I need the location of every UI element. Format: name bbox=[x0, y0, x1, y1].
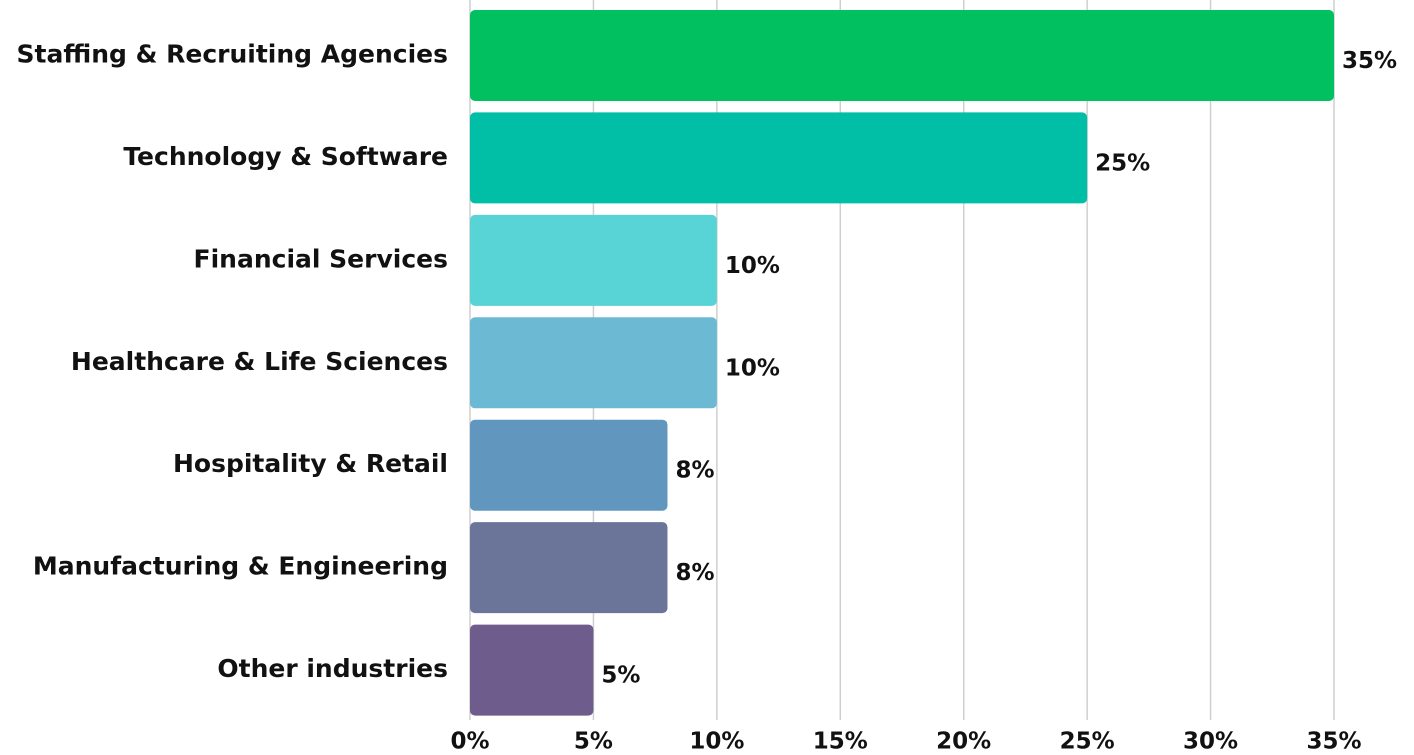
y-tick-label: Hospitality & Retail bbox=[173, 449, 448, 478]
bar bbox=[470, 112, 1088, 204]
x-tick-label: 5% bbox=[574, 729, 613, 755]
bar bbox=[470, 522, 668, 614]
x-tick-label: 20% bbox=[936, 729, 991, 755]
y-tick-label: Other industries bbox=[217, 654, 448, 683]
bar bbox=[470, 317, 717, 409]
bar bbox=[470, 419, 668, 511]
y-tick-label: Staffing & Recruiting Agencies bbox=[17, 40, 448, 69]
y-tick-label: Healthcare & Life Sciences bbox=[71, 347, 448, 376]
bar bbox=[470, 624, 594, 716]
x-tick-label: 15% bbox=[813, 729, 868, 755]
bar bbox=[470, 10, 1334, 101]
x-tick-label: 30% bbox=[1183, 729, 1238, 755]
value-label: 25% bbox=[1095, 150, 1150, 176]
x-tick-label: 35% bbox=[1306, 729, 1361, 755]
value-label: 5% bbox=[601, 663, 640, 689]
value-label: 10% bbox=[725, 355, 780, 381]
bar bbox=[470, 214, 717, 306]
value-label: 10% bbox=[725, 253, 780, 279]
x-tick-label: 25% bbox=[1060, 729, 1115, 755]
y-tick-label: Technology & Software bbox=[123, 142, 448, 171]
y-tick-label: Manufacturing & Engineering bbox=[33, 552, 448, 581]
x-tick-label: 0% bbox=[450, 729, 489, 755]
x-tick-label: 10% bbox=[689, 729, 744, 755]
y-tick-label: Financial Services bbox=[194, 244, 448, 273]
value-label: 8% bbox=[675, 458, 714, 484]
value-label: 35% bbox=[1342, 48, 1397, 74]
value-label: 8% bbox=[675, 560, 714, 586]
